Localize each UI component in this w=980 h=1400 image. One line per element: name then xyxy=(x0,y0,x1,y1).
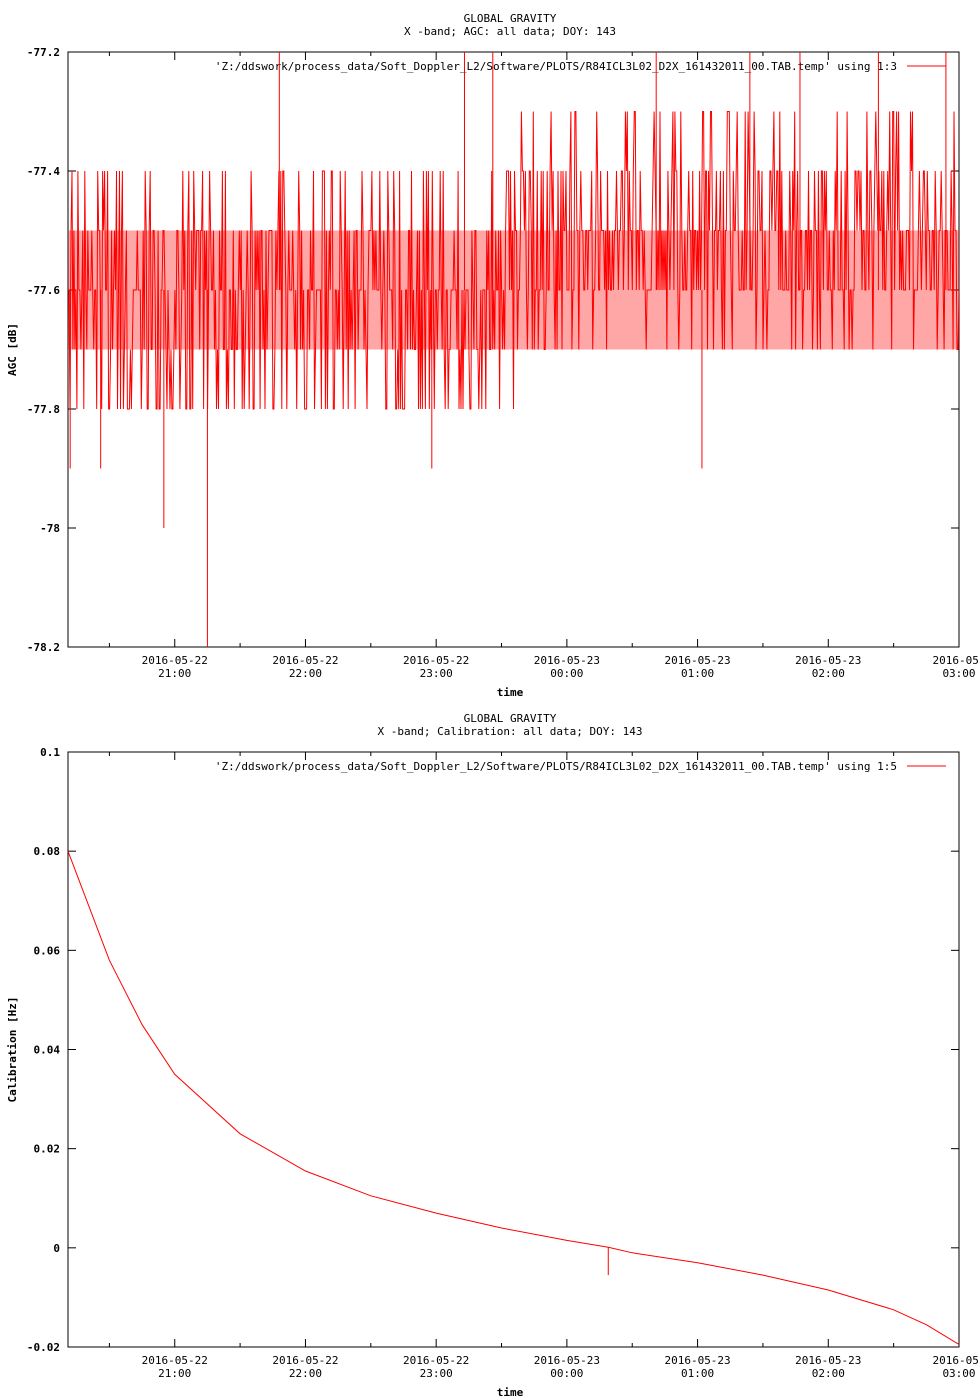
x-tick-date: 2016-05-22 xyxy=(403,654,469,667)
plot-frame xyxy=(67,751,960,1348)
x-axis-label: time xyxy=(497,686,524,699)
x-tick-date: 2016-05-23 xyxy=(534,1354,600,1367)
y-tick-label: -78 xyxy=(40,522,60,535)
x-tick-date: 2016-05- xyxy=(933,1354,980,1367)
x-axis-label: time xyxy=(497,1386,524,1399)
x-tick-date: 2016-05- xyxy=(933,654,980,667)
x-tick-date: 2016-05-23 xyxy=(664,1354,730,1367)
y-axis-label: AGC [dB] xyxy=(6,323,19,376)
series-line xyxy=(68,111,959,410)
x-tick-time: 23:00 xyxy=(420,667,453,680)
x-tick-date: 2016-05-22 xyxy=(142,654,208,667)
x-tick-date: 2016-05-22 xyxy=(142,1354,208,1367)
x-tick-time: 01:00 xyxy=(681,1367,714,1380)
series-line xyxy=(68,851,959,1345)
x-tick-time: 00:00 xyxy=(550,667,583,680)
y-tick-label: 0.04 xyxy=(34,1044,61,1057)
chart-subtitle: X -band; Calibration: all data; DOY: 143 xyxy=(378,725,643,738)
y-tick-label: -77.4 xyxy=(27,165,60,178)
plot-frame xyxy=(67,51,960,648)
x-tick-time: 03:00 xyxy=(942,667,975,680)
y-tick-label: -0.02 xyxy=(27,1341,60,1354)
x-tick-date: 2016-05-22 xyxy=(272,1354,338,1367)
x-tick-date: 2016-05-23 xyxy=(795,1354,861,1367)
x-tick-time: 23:00 xyxy=(420,1367,453,1380)
legend-label: 'Z:/ddswork/process_data/Soft_Doppler_L2… xyxy=(215,760,897,773)
x-tick-time: 02:00 xyxy=(812,667,845,680)
x-tick-time: 21:00 xyxy=(158,667,191,680)
x-tick-date: 2016-05-23 xyxy=(795,654,861,667)
y-tick-label: -77.6 xyxy=(27,284,60,297)
x-tick-time: 02:00 xyxy=(812,1367,845,1380)
y-tick-label: 0.1 xyxy=(40,746,60,759)
y-tick-label: -77.2 xyxy=(27,46,60,59)
chart-title: GLOBAL GRAVITY xyxy=(464,12,557,25)
x-tick-time: 00:00 xyxy=(550,1367,583,1380)
y-tick-label: -78.2 xyxy=(27,641,60,654)
y-tick-label: 0 xyxy=(53,1242,60,1255)
x-tick-date: 2016-05-23 xyxy=(534,654,600,667)
y-axis-label: Calibration [Hz] xyxy=(6,997,19,1103)
x-tick-time: 01:00 xyxy=(681,667,714,680)
x-tick-time: 03:00 xyxy=(942,1367,975,1380)
x-tick-date: 2016-05-22 xyxy=(272,654,338,667)
chart-subtitle: X -band; AGC: all data; DOY: 143 xyxy=(404,25,616,38)
x-tick-time: 21:00 xyxy=(158,1367,191,1380)
x-tick-time: 22:00 xyxy=(289,1367,322,1380)
legend-label: 'Z:/ddswork/process_data/Soft_Doppler_L2… xyxy=(215,60,897,73)
chart-title: GLOBAL GRAVITY xyxy=(464,712,557,725)
series-band xyxy=(68,230,959,350)
y-tick-label: 0.06 xyxy=(34,944,61,957)
x-tick-time: 22:00 xyxy=(289,667,322,680)
y-tick-label: 0.02 xyxy=(34,1143,61,1156)
x-tick-date: 2016-05-23 xyxy=(664,654,730,667)
x-tick-date: 2016-05-22 xyxy=(403,1354,469,1367)
y-tick-label: 0.08 xyxy=(34,845,61,858)
y-tick-label: -77.8 xyxy=(27,403,60,416)
